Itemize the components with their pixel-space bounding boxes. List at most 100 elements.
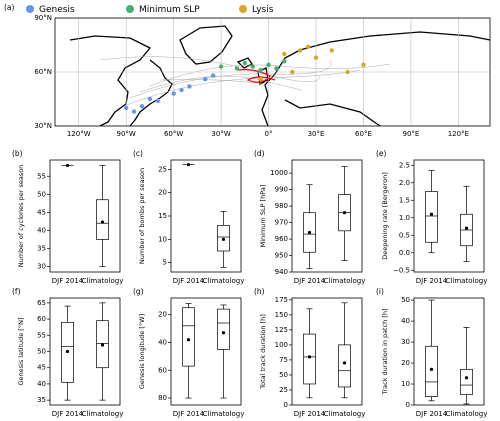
y-tick-label: 980 <box>275 202 288 210</box>
y-tick-label: 20 <box>401 359 410 367</box>
y-tick-label: 10 <box>401 380 410 388</box>
y-tick-label: 60°N <box>34 68 52 76</box>
legend-marker <box>126 5 134 13</box>
y-tick-label: 40 <box>401 317 410 325</box>
y-tick-label: 75 <box>279 356 288 364</box>
x-tick-label: 0° <box>265 130 273 138</box>
y-tick-label: 50 <box>401 296 410 304</box>
y-tick-label: 50 <box>37 190 46 198</box>
y-tick-label: 20 <box>158 189 167 197</box>
panel-label: (i) <box>376 287 384 296</box>
y-tick-label: 1.0 <box>399 214 410 222</box>
y-tick-label: 0.0 <box>399 249 410 257</box>
mean <box>221 237 226 241</box>
axes-frame <box>291 159 363 273</box>
y-tick-label: 940 <box>275 268 288 276</box>
y-tick-label: 20 <box>158 311 167 319</box>
mean <box>429 367 434 371</box>
panel-label: (c) <box>133 149 143 158</box>
point <box>171 91 176 96</box>
y-tick-label: 1000 <box>270 169 288 177</box>
greenland <box>179 25 233 65</box>
box <box>182 307 195 367</box>
mean <box>464 376 469 380</box>
x-tick-label: Climatology <box>203 277 245 285</box>
y-tick-label: 25 <box>279 386 288 394</box>
box <box>217 224 230 252</box>
mean <box>100 220 105 224</box>
point <box>282 59 287 64</box>
y-tick-label: 45 <box>37 364 46 372</box>
point <box>250 64 255 69</box>
x-tick-label: 120°W <box>67 130 91 138</box>
y-tick-label: 150 <box>275 311 288 319</box>
y-tick-label: −0.5 <box>393 266 410 274</box>
panel-label: (e) <box>376 149 387 158</box>
box <box>303 333 316 385</box>
map-frame <box>54 17 491 127</box>
x-tick-label: 30°W <box>211 130 230 138</box>
mean <box>307 355 312 359</box>
x-tick-label: Climatology <box>82 410 124 418</box>
y-tick-label: 1.5 <box>399 196 410 204</box>
axes-frame <box>170 159 242 273</box>
point <box>290 69 295 75</box>
y-tick-label: 65 <box>37 299 46 307</box>
point <box>203 77 208 82</box>
y-tick-label: 30 <box>37 263 46 271</box>
point <box>266 62 271 67</box>
y-axis-label: Genesis longitude [°W] <box>138 314 146 389</box>
y-tick-label: 10 <box>158 235 167 243</box>
track-highlight <box>237 69 276 83</box>
x-tick-label: DJF 2014 <box>294 277 326 285</box>
panel-label: (h) <box>254 287 265 296</box>
y-tick-label: 40 <box>37 380 46 388</box>
x-tick-label: 90°W <box>117 130 136 138</box>
axes-frame <box>291 297 363 406</box>
y-axis-label: Genesis latitude [°N] <box>17 318 25 386</box>
y-tick-label: 40 <box>37 226 46 234</box>
x-tick-label: 60°W <box>164 130 183 138</box>
y-tick-label: 35 <box>37 245 46 253</box>
point <box>218 64 224 69</box>
x-tick-label: Climatology <box>446 410 488 418</box>
box <box>96 199 109 240</box>
track <box>99 56 321 83</box>
north-america-coast <box>69 35 152 127</box>
point <box>313 55 319 60</box>
y-tick-label: 990 <box>275 186 288 194</box>
iceland <box>236 57 253 69</box>
x-tick-label: DJF 2014 <box>416 277 448 285</box>
y-tick-label: 0.5 <box>399 231 410 239</box>
y-tick-label: 960 <box>275 235 288 243</box>
x-tick-label: 30°E <box>308 130 325 138</box>
panel-label: (g) <box>133 287 144 296</box>
x-tick-label: 120°E <box>448 130 469 138</box>
x-tick-label: Climatology <box>82 277 124 285</box>
track <box>149 63 391 87</box>
east-coast <box>129 59 173 127</box>
point <box>179 87 184 93</box>
axes-frame <box>170 297 242 406</box>
point <box>187 84 192 89</box>
panel-label: (d) <box>254 149 265 158</box>
x-tick-label: Climatology <box>203 410 245 418</box>
axes-frame <box>413 297 485 406</box>
point <box>361 62 366 67</box>
y-tick-label: 125 <box>275 326 288 334</box>
mean <box>429 212 434 216</box>
legend-marker <box>26 5 34 13</box>
x-tick-label: 90°E <box>402 130 419 138</box>
legend-label: Lysis <box>252 5 274 15</box>
y-tick-label: 55 <box>37 331 46 339</box>
y-tick-label: 2.5 <box>399 161 410 169</box>
point <box>345 69 350 75</box>
legend-marker <box>239 5 247 13</box>
axes-frame <box>49 159 121 273</box>
point <box>282 51 287 57</box>
y-tick-label: 60 <box>37 315 46 323</box>
mean <box>186 163 191 167</box>
y-tick-label: 90°N <box>34 14 52 22</box>
box <box>96 320 109 369</box>
track <box>129 59 332 99</box>
